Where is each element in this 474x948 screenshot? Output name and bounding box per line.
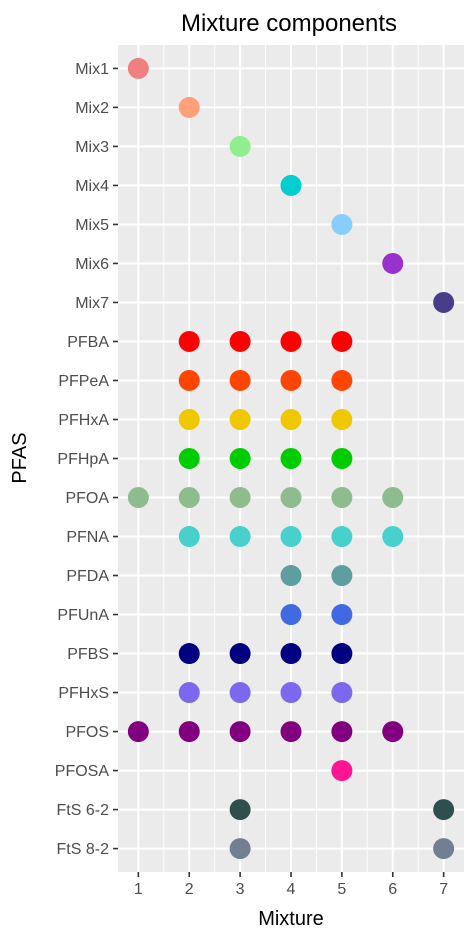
- point-mix1-mix-1: [127, 57, 149, 79]
- point-pfna-mix-3: [229, 526, 251, 548]
- y-tick-label-mix3: Mix3: [75, 139, 109, 156]
- x-axis-title: Mixture: [258, 908, 324, 930]
- point-pfos-mix-4: [280, 721, 302, 743]
- y-tick-label-pfhxa: PFHxA: [58, 412, 109, 429]
- y-tick-label-fts-8-2: FtS 8-2: [57, 841, 110, 858]
- point-pfbs-mix-2: [178, 643, 200, 665]
- point-pfna-mix-2: [178, 526, 200, 548]
- point-pfpea-mix-5: [331, 369, 353, 391]
- point-pfoa-mix-4: [280, 487, 302, 509]
- y-axis-title: PFAS: [9, 432, 31, 483]
- point-pfoa-mix-3: [229, 487, 251, 509]
- point-pfos-mix-1: [127, 721, 149, 743]
- point-pfosa-mix-5: [331, 760, 353, 782]
- point-pfba-mix-4: [280, 330, 302, 352]
- y-tick-label-pfhpa: PFHpA: [57, 451, 109, 468]
- point-mix3-mix-3: [229, 135, 251, 157]
- data-points: [127, 57, 455, 860]
- x-tick-label-3: 3: [236, 881, 245, 898]
- x-tick-label-7: 7: [439, 881, 448, 898]
- point-pfos-mix-3: [229, 721, 251, 743]
- x-tick-label-6: 6: [388, 881, 397, 898]
- x-tick-label-2: 2: [185, 881, 194, 898]
- point-pfhxa-mix-3: [229, 408, 251, 430]
- y-tick-label-mix5: Mix5: [75, 217, 109, 234]
- point-pfhxs-mix-4: [280, 682, 302, 704]
- point-pfna-mix-6: [382, 526, 404, 548]
- point-pfhxa-mix-4: [280, 408, 302, 430]
- point-pfhxa-mix-2: [178, 408, 200, 430]
- y-tick-label-pfosa: PFOSA: [55, 763, 110, 780]
- point-pfhpa-mix-5: [331, 448, 353, 469]
- y-tick-label-pfna: PFNA: [66, 529, 109, 546]
- point-pfhxs-mix-5: [331, 682, 353, 704]
- point-pfba-mix-2: [178, 330, 200, 352]
- point-mix7-mix-7: [433, 291, 455, 313]
- point-pfuna-mix-4: [280, 604, 302, 626]
- point-pfna-mix-4: [280, 526, 302, 548]
- point-pfoa-mix-5: [331, 487, 353, 509]
- point-pfpea-mix-4: [280, 369, 302, 391]
- chart-title: Mixture components: [181, 10, 397, 37]
- point-pfhxa-mix-5: [331, 408, 353, 430]
- point-fts-6-2-mix-3: [229, 799, 251, 821]
- y-tick-label-pfpea: PFPeA: [58, 373, 109, 390]
- y-tick-label-pfoa: PFOA: [65, 490, 109, 507]
- point-pfpea-mix-2: [178, 369, 200, 391]
- point-pfbs-mix-5: [331, 643, 353, 665]
- y-axis: Mix1 Mix2 Mix3 Mix4 Mix5 Mix6 Mix7 PFBA PFPeA PFH…: [55, 61, 118, 858]
- point-pfba-mix-3: [229, 330, 251, 352]
- y-tick-label-pfba: PFBA: [67, 334, 109, 351]
- y-tick-label-pfbs: PFBS: [67, 646, 109, 663]
- x-tick-label-4: 4: [287, 881, 296, 898]
- point-pfos-mix-5: [331, 721, 353, 743]
- point-fts-8-2-mix-7: [433, 838, 455, 860]
- x-tick-label-1: 1: [134, 881, 143, 898]
- point-pfda-mix-5: [331, 565, 353, 587]
- point-mix2-mix-2: [178, 96, 200, 118]
- point-pfoa-mix-1: [127, 487, 149, 509]
- y-tick-label-mix1: Mix1: [75, 61, 109, 78]
- y-tick-label-mix7: Mix7: [75, 295, 109, 312]
- y-tick-label-mix4: Mix4: [75, 178, 109, 195]
- y-tick-label-mix6: Mix6: [75, 256, 109, 273]
- y-tick-label-pfos: PFOS: [65, 724, 109, 741]
- y-tick-label-pfhxs: PFHxS: [58, 685, 109, 702]
- point-pfhpa-mix-4: [280, 448, 302, 469]
- point-pfba-mix-5: [331, 330, 353, 352]
- y-tick-label-pfuna: PFUnA: [57, 607, 109, 624]
- point-pfda-mix-4: [280, 565, 302, 587]
- y-tick-label-mix2: Mix2: [75, 100, 109, 117]
- point-pfbs-mix-3: [229, 643, 251, 665]
- point-pfhpa-mix-3: [229, 448, 251, 469]
- point-pfna-mix-5: [331, 526, 353, 548]
- y-tick-label-pfda: PFDA: [66, 568, 109, 585]
- point-pfoa-mix-6: [382, 487, 404, 509]
- point-pfbs-mix-4: [280, 643, 302, 665]
- point-pfhxs-mix-3: [229, 682, 251, 704]
- point-pfhxs-mix-2: [178, 682, 200, 704]
- x-axis: 1 2 3 4 5 6 7: [134, 872, 448, 898]
- point-pfpea-mix-3: [229, 369, 251, 391]
- point-pfoa-mix-2: [178, 487, 200, 509]
- point-mix6-mix-6: [382, 252, 404, 274]
- point-pfuna-mix-5: [331, 604, 353, 626]
- point-pfhpa-mix-2: [178, 448, 200, 469]
- point-fts-6-2-mix-7: [433, 799, 455, 821]
- point-mix5-mix-5: [331, 213, 353, 235]
- point-pfos-mix-6: [382, 721, 404, 743]
- point-mix4-mix-4: [280, 174, 302, 196]
- y-tick-label-fts-6-2: FtS 6-2: [57, 802, 110, 819]
- point-pfos-mix-2: [178, 721, 200, 743]
- point-fts-8-2-mix-3: [229, 838, 251, 860]
- x-tick-label-5: 5: [337, 881, 346, 898]
